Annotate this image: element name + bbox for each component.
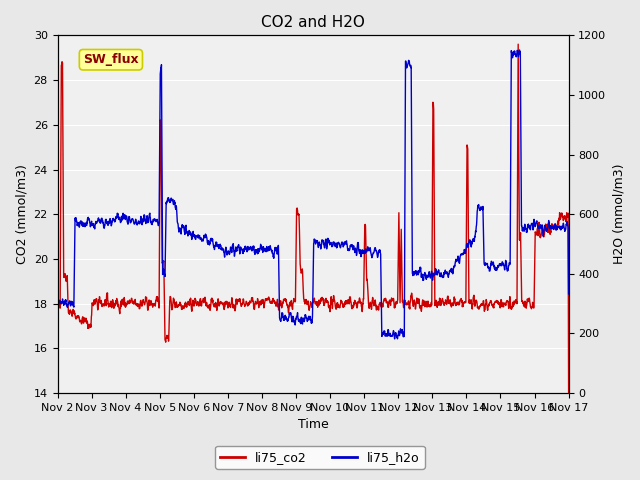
Y-axis label: CO2 (mmol/m3): CO2 (mmol/m3)	[15, 164, 28, 264]
Text: SW_flux: SW_flux	[83, 53, 139, 66]
Title: CO2 and H2O: CO2 and H2O	[261, 15, 365, 30]
X-axis label: Time: Time	[298, 419, 328, 432]
Legend: li75_co2, li75_h2o: li75_co2, li75_h2o	[215, 446, 425, 469]
Y-axis label: H2O (mmol/m3): H2O (mmol/m3)	[612, 164, 625, 264]
